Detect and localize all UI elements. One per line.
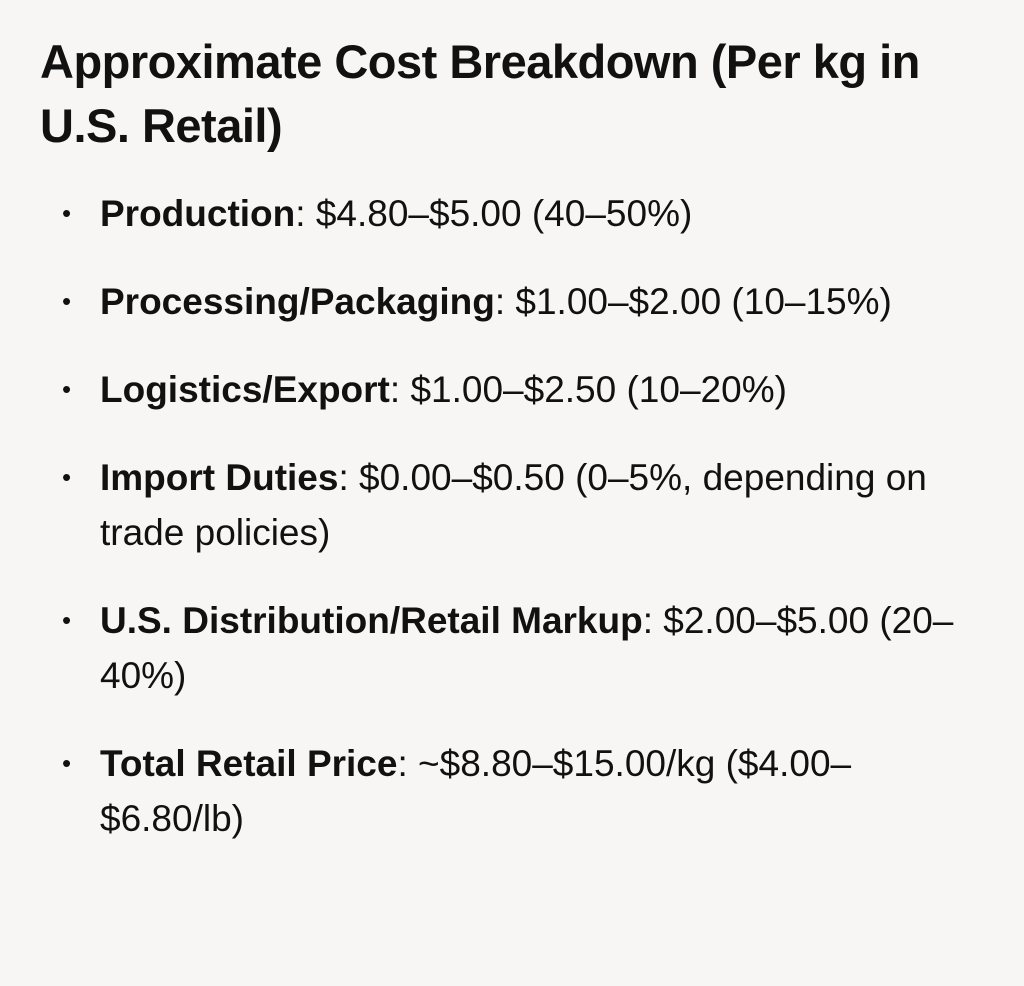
item-text: $1.00–$2.50 (10–20%) <box>400 369 787 410</box>
item-text: $4.80–$5.00 (40–50%) <box>305 193 693 234</box>
bullet-icon: • <box>62 374 72 404</box>
cost-breakdown-list: • Production: $4.80–$5.00 (40–50%) • Pro… <box>40 186 964 846</box>
item-term: Total Retail Price <box>100 743 398 784</box>
item-separator: : <box>397 743 408 784</box>
bullet-icon: • <box>62 198 72 228</box>
item-text: $0.00–$0.50 (0–5%, depending on trade po… <box>100 457 927 553</box>
bullet-icon: • <box>62 462 72 492</box>
list-item-logistics-export: • Logistics/Export: $1.00–$2.50 (10–20%) <box>40 362 960 417</box>
item-separator: : <box>338 457 349 498</box>
item-term: Logistics/Export <box>100 369 390 410</box>
list-item-import-duties: • Import Duties: $0.00–$0.50 (0–5%, depe… <box>40 450 960 560</box>
item-separator: : <box>295 193 306 234</box>
item-text: $1.00–$2.00 (10–15%) <box>505 281 892 322</box>
list-item-production: • Production: $4.80–$5.00 (40–50%) <box>40 186 960 241</box>
bullet-icon: • <box>62 605 72 635</box>
bullet-icon: • <box>62 748 72 778</box>
item-separator: : <box>389 369 401 410</box>
item-term: Import Duties <box>100 457 339 498</box>
list-item-processing-packaging: • Processing/Packaging: $1.00–$2.00 (10–… <box>40 274 960 329</box>
item-text: ~$8.80–$15.00/kg ($4.00–$6.80/lb) <box>100 743 852 839</box>
item-term: U.S. Distribution/Retail Markup <box>100 600 643 641</box>
item-term: Production <box>100 193 296 234</box>
list-item-total-retail-price: • Total Retail Price: ~$8.80–$15.00/kg (… <box>40 736 960 846</box>
bullet-icon: • <box>62 286 72 316</box>
item-separator: : <box>642 600 653 641</box>
list-item-distribution-markup: • U.S. Distribution/Retail Markup: $2.00… <box>40 593 960 703</box>
item-text: $2.00–$5.00 (20–40%) <box>100 600 954 696</box>
item-term: Processing/Packaging <box>100 281 495 322</box>
item-separator: : <box>494 281 506 322</box>
page-title: Approximate Cost Breakdown (Per kg in U.… <box>40 35 920 152</box>
